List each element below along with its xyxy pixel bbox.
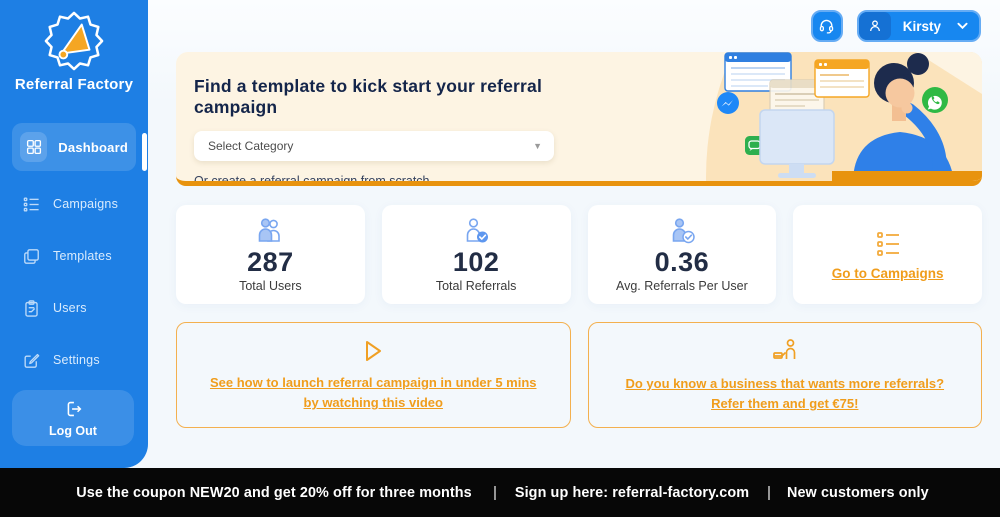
user-name: Kirsty xyxy=(902,18,941,34)
sidebar-nav: Dashboard Campaigns Templates Users xyxy=(0,123,148,379)
users-clipboard-icon xyxy=(20,297,42,319)
templates-icon xyxy=(20,245,42,267)
separator: | xyxy=(767,484,772,501)
person-icon xyxy=(858,12,891,40)
sidebar: Referral Factory Dashboard Campaigns Tem… xyxy=(0,0,148,468)
select-chevron-icon: ▼ xyxy=(533,141,542,151)
campaigns-icon xyxy=(20,193,42,215)
chevron-down-icon xyxy=(957,22,968,30)
stat-value: 102 xyxy=(452,246,500,277)
banner-content: Find a template to kick start your refer… xyxy=(176,52,596,186)
settings-icon xyxy=(20,349,42,371)
logout-button[interactable]: Log Out xyxy=(12,390,134,446)
scratch-line: Or create a referral campaign from scrat… xyxy=(194,174,596,186)
sidebar-item-dashboard[interactable]: Dashboard xyxy=(12,123,136,171)
logout-label: Log Out xyxy=(49,424,97,438)
whatsapp-icon xyxy=(922,87,948,113)
stat-label: Total Referrals xyxy=(435,279,517,294)
new-customers-text: New customers only xyxy=(787,484,929,501)
watch-video-link[interactable]: See how to launch referral campaign in u… xyxy=(209,374,537,410)
separator: | xyxy=(493,484,498,501)
two-users-icon xyxy=(259,218,281,242)
sidebar-item-label: Campaigns xyxy=(53,197,119,211)
signup-text: Sign up here: referral-factory.com xyxy=(515,484,750,501)
browser-window-orange xyxy=(814,59,870,98)
sidebar-item-label: Templates xyxy=(53,249,112,263)
logout-icon xyxy=(67,401,82,417)
user-menu-button[interactable]: Kirsty xyxy=(856,10,981,42)
sidebar-scrollbar[interactable] xyxy=(142,133,147,171)
go-to-campaigns-card: Go to Campaigns xyxy=(793,205,982,304)
campaign-list-icon xyxy=(876,231,899,256)
coupon-banner: Use the coupon NEW20 and get 20% off for… xyxy=(0,468,1000,517)
monitor-illustration xyxy=(759,109,835,178)
sidebar-item-settings[interactable]: Settings xyxy=(12,341,136,379)
video-promo-card: See how to launch referral campaign in u… xyxy=(176,322,571,428)
sidebar-item-label: Settings xyxy=(53,353,100,367)
refer-business-link[interactable]: Do you know a business that wants more r… xyxy=(625,375,945,411)
woman-illustration xyxy=(832,53,982,181)
sidebar-item-campaigns[interactable]: Campaigns xyxy=(12,185,136,223)
banner-title: Find a template to kick start your refer… xyxy=(194,76,543,117)
coupon-text: Use the coupon NEW20 and get 20% off for… xyxy=(76,484,472,501)
sidebar-item-label: Dashboard xyxy=(58,139,128,155)
support-button[interactable] xyxy=(810,10,843,42)
promo-row: See how to launch referral campaign in u… xyxy=(176,322,982,428)
stat-card-total-referrals: 102 Total Referrals xyxy=(381,205,571,304)
main-content: Kirsty xyxy=(148,0,1000,468)
go-to-campaigns-link[interactable]: Go to Campaigns xyxy=(831,265,944,281)
or-prefix: Or xyxy=(194,174,212,186)
brand-logo xyxy=(0,0,148,72)
messenger-icon xyxy=(717,92,739,114)
sidebar-item-label: Users xyxy=(53,301,87,315)
dashboard-icon xyxy=(20,132,48,162)
stat-label: Total Users xyxy=(239,279,302,294)
referral-factory-logo-icon xyxy=(44,11,104,71)
user-check-filled-icon xyxy=(672,218,695,244)
user-check-icon xyxy=(466,218,489,243)
category-select-value: Select Category xyxy=(208,139,294,153)
play-icon xyxy=(366,340,382,361)
refer-business-card: Do you know a business that wants more r… xyxy=(587,322,982,428)
stat-label: Avg. Referrals Per User xyxy=(615,279,748,294)
headset-icon xyxy=(820,19,834,34)
stat-value: 0.36 xyxy=(654,246,710,277)
category-select[interactable]: Select Category ▼ xyxy=(194,131,554,161)
stats-row: 287 Total Users 102 Total Referrals xyxy=(176,205,982,304)
sidebar-item-users[interactable]: Users xyxy=(12,289,136,327)
stat-card-avg-referrals: 0.36 Avg. Referrals Per User xyxy=(587,205,777,304)
stat-value: 287 xyxy=(247,246,294,277)
create-from-scratch-link[interactable]: create a referral campaign from scratch. xyxy=(211,174,433,186)
template-banner: Find a template to kick start your refer… xyxy=(176,52,982,186)
stat-card-total-users: 287 Total Users xyxy=(176,205,365,304)
banner-illustration xyxy=(717,52,982,181)
sidebar-item-templates[interactable]: Templates xyxy=(12,237,136,275)
brand-name: Referral Factory xyxy=(14,76,134,93)
topbar: Kirsty xyxy=(148,0,1000,52)
refer-business-icon xyxy=(772,339,796,359)
